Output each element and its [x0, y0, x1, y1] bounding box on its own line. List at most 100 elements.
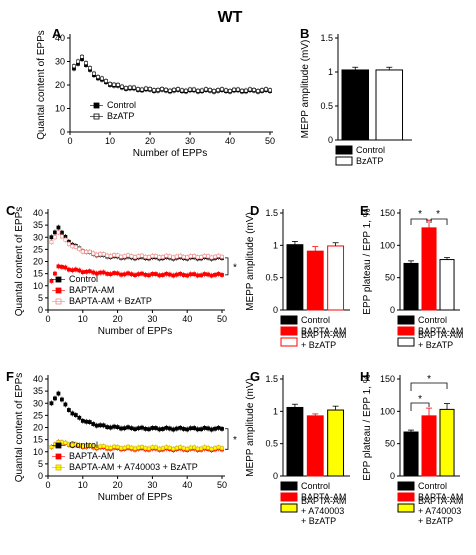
- data-point: [63, 237, 68, 242]
- data-point: [98, 270, 103, 275]
- data-point: [49, 240, 54, 245]
- data-point: [164, 253, 169, 258]
- data-point: [136, 87, 140, 92]
- significance-star: *: [418, 209, 422, 220]
- data-point: [140, 425, 144, 430]
- y-tick-label: 0: [328, 135, 333, 145]
- chart-E: 0 50 100 150 EPP plateau / EPP 1, %E * * Contro…: [360, 203, 463, 350]
- legend-swatch: [280, 503, 298, 513]
- data-point: [98, 423, 103, 428]
- data-point: [53, 396, 57, 401]
- legend-label-line: + BzATP: [301, 340, 336, 350]
- y-tick-label: 0: [273, 305, 278, 315]
- data-point: [192, 87, 196, 92]
- panel-label: C: [6, 203, 16, 218]
- panel-label: H: [360, 369, 369, 384]
- y-tick-label: 25: [33, 410, 43, 420]
- y-tick-label: 0.5: [320, 101, 333, 111]
- y-tick-label: 0: [390, 471, 395, 481]
- legend-label: BAPTA-AM: [69, 451, 114, 461]
- series-BAPTA-AM: [49, 263, 224, 284]
- data-point: [150, 254, 155, 258]
- y-axis-label: MEPP amplitude (mV): [245, 378, 256, 477]
- y-tick-label: 30: [55, 57, 65, 67]
- bar: [286, 406, 304, 477]
- data-point: [164, 425, 169, 430]
- data-point: [199, 255, 204, 260]
- data-point: [112, 271, 117, 275]
- x-tick-label: 40: [182, 480, 192, 490]
- data-point: [196, 88, 200, 93]
- y-tick-label: 0: [38, 471, 43, 481]
- significance-bracket: [225, 257, 229, 276]
- data-point: [164, 445, 169, 450]
- data-point: [140, 253, 144, 258]
- data-point: [157, 446, 162, 451]
- data-point: [105, 271, 110, 276]
- data-point: [119, 254, 123, 259]
- data-point: [144, 86, 148, 91]
- data-point: [209, 255, 214, 260]
- data-point: [105, 425, 110, 429]
- data-point: [150, 272, 155, 276]
- data-point: [174, 254, 179, 259]
- data-point: [181, 427, 186, 431]
- data-point: [53, 271, 57, 276]
- data-point: [199, 273, 204, 278]
- legend-label: Control: [418, 481, 447, 491]
- data-point: [224, 88, 228, 93]
- data-point: [236, 87, 240, 92]
- legend-swatch: [397, 315, 415, 325]
- data-point: [115, 445, 120, 449]
- data-point: [115, 271, 120, 276]
- data-point: [112, 82, 116, 87]
- y-tick-label: 40: [33, 374, 43, 384]
- data-point: [70, 268, 75, 273]
- data-point: [206, 272, 210, 277]
- legend-swatch: [280, 315, 298, 325]
- y-tick-label: 20: [33, 423, 43, 433]
- panel-label: A: [52, 26, 62, 41]
- legend-label-line: BAPTA-AM: [418, 330, 463, 340]
- data-point: [188, 445, 193, 450]
- data-point: [143, 446, 148, 451]
- data-point: [128, 85, 132, 90]
- data-point: [199, 427, 204, 432]
- data-point: [129, 426, 134, 431]
- legend-label-line: + A740003: [418, 506, 461, 516]
- data-point: [122, 445, 127, 450]
- data-point: [195, 273, 200, 278]
- legend-label: BAPTA-AM + BzATP: [301, 330, 346, 350]
- data-point: [147, 427, 151, 432]
- data-point: [152, 88, 156, 93]
- data-point: [171, 255, 176, 260]
- data-point: [108, 445, 113, 450]
- panel-label: E: [360, 203, 369, 218]
- data-point: [188, 87, 192, 92]
- data-point: [213, 254, 217, 259]
- significance-star: *: [418, 394, 422, 405]
- y-axis-label: EPP plateau / EPP 1, %: [362, 374, 373, 480]
- data-point: [174, 446, 179, 450]
- bar: [327, 245, 345, 311]
- data-point: [98, 444, 103, 449]
- x-axis-label: Number of EPPs: [98, 326, 172, 337]
- data-point: [143, 254, 148, 259]
- data-point: [157, 427, 162, 432]
- chart-H: 0 50 100 150 EPP plateau / EPP 1, %H * * Contro…: [360, 369, 463, 526]
- data-point: [168, 88, 172, 93]
- data-point: [204, 87, 208, 92]
- y-tick-label: 15: [33, 269, 43, 279]
- legend-label: BAPTA-AM + A740003 + BzATP: [69, 462, 198, 472]
- data-point: [220, 426, 224, 431]
- data-point: [164, 271, 169, 276]
- y-tick-label: 0.5: [265, 273, 278, 283]
- data-point: [119, 426, 123, 431]
- legend-label: BAPTA-AM + A740003 + BzATP: [418, 496, 463, 526]
- x-axis-label: Number of EPPs: [98, 492, 172, 503]
- data-point: [77, 268, 82, 273]
- data-point: [164, 87, 168, 92]
- x-tick-label: 0: [67, 136, 72, 146]
- y-tick-label: 20: [55, 80, 65, 90]
